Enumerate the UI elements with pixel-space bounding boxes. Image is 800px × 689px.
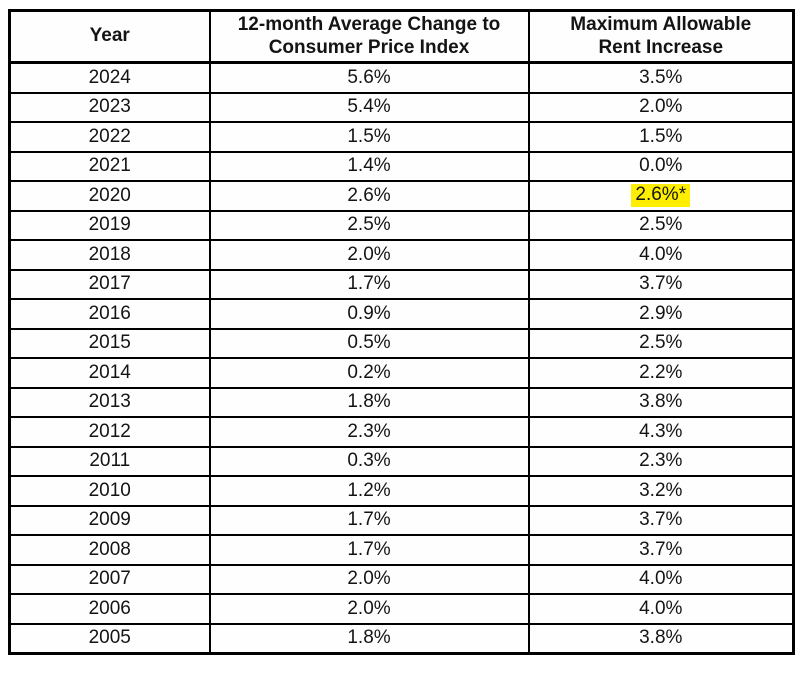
- max-rent-cell: 3.7%: [527, 534, 795, 566]
- year-cell: 2010: [8, 475, 211, 507]
- year-cell: 2005: [8, 622, 211, 655]
- cpi-cell: 1.7%: [208, 534, 530, 566]
- table-row: 2010 1.2% 3.2%: [8, 475, 795, 507]
- table-row: 2023 5.4% 2.0%: [8, 91, 795, 123]
- cpi-cell: 1.7%: [208, 504, 530, 536]
- max-rent-cell: 2.3%: [527, 445, 795, 477]
- table-row: 2013 1.8% 3.8%: [8, 386, 795, 418]
- max-rent-cell: 4.0%: [527, 593, 795, 625]
- max-rent-cell: 2.5%: [527, 209, 795, 241]
- table-row: 2024 5.6% 3.5%: [8, 61, 795, 94]
- cpi-cell: 0.9%: [208, 298, 530, 330]
- cpi-cell: 5.6%: [208, 61, 530, 94]
- column-header-cpi-change: 12-month Average Change to Consumer Pric…: [208, 9, 530, 64]
- table-row: 2005 1.8% 3.8%: [8, 622, 795, 655]
- max-rent-cell: 2.0%: [527, 91, 795, 123]
- table-header: Year 12-month Average Change to Consumer…: [8, 9, 795, 64]
- rent-increase-table-container: Year 12-month Average Change to Consumer…: [8, 9, 795, 655]
- cpi-cell: 5.4%: [208, 91, 530, 123]
- cpi-cell: 2.3%: [208, 416, 530, 448]
- column-header-max-rent-increase: Maximum Allowable Rent Increase: [527, 9, 795, 64]
- year-cell: 2022: [8, 121, 211, 153]
- year-cell: 2014: [8, 357, 211, 389]
- cpi-cell: 2.6%: [208, 180, 530, 212]
- max-rent-cell: 0.0%: [527, 150, 795, 182]
- year-cell: 2019: [8, 209, 211, 241]
- cpi-cell: 1.8%: [208, 386, 530, 418]
- cpi-cell: 0.3%: [208, 445, 530, 477]
- max-rent-cell: 2.5%: [527, 327, 795, 359]
- table-row: 2007 2.0% 4.0%: [8, 563, 795, 595]
- max-rent-cell: 4.3%: [527, 416, 795, 448]
- table-row: 2011 0.3% 2.3%: [8, 445, 795, 477]
- max-rent-cell: 2.2%: [527, 357, 795, 389]
- year-cell: 2006: [8, 593, 211, 625]
- year-cell: 2024: [8, 61, 211, 94]
- max-rent-cell: 3.2%: [527, 475, 795, 507]
- table-row: 2006 2.0% 4.0%: [8, 593, 795, 625]
- year-cell: 2021: [8, 150, 211, 182]
- max-rent-cell: 3.7%: [527, 504, 795, 536]
- year-cell: 2016: [8, 298, 211, 330]
- table-row: 2008 1.7% 3.7%: [8, 534, 795, 566]
- year-cell: 2009: [8, 504, 211, 536]
- table-row: 2009 1.7% 3.7%: [8, 504, 795, 536]
- max-rent-cell: 2.6%*: [527, 180, 795, 212]
- highlighted-value: 2.6%*: [631, 184, 691, 208]
- year-cell: 2018: [8, 239, 211, 271]
- year-cell: 2007: [8, 563, 211, 595]
- table-row: 2012 2.3% 4.3%: [8, 416, 795, 448]
- cpi-cell: 0.5%: [208, 327, 530, 359]
- cpi-cell: 1.2%: [208, 475, 530, 507]
- max-rent-cell: 2.9%: [527, 298, 795, 330]
- cpi-cell: 1.8%: [208, 622, 530, 655]
- table-row: 2018 2.0% 4.0%: [8, 239, 795, 271]
- year-cell: 2015: [8, 327, 211, 359]
- year-cell: 2008: [8, 534, 211, 566]
- table-row: 2019 2.5% 2.5%: [8, 209, 795, 241]
- table-row: 2020 2.6% 2.6%*: [8, 180, 795, 212]
- table-body: 2024 5.6% 3.5% 2023 5.4% 2.0% 2022 1.5% 1.5% 2021…: [8, 61, 795, 655]
- max-rent-cell: 4.0%: [527, 563, 795, 595]
- table-row: 2014 0.2% 2.2%: [8, 357, 795, 389]
- max-rent-cell: 3.7%: [527, 268, 795, 300]
- cpi-cell: 2.5%: [208, 209, 530, 241]
- cpi-cell: 2.0%: [208, 239, 530, 271]
- year-cell: 2011: [8, 445, 211, 477]
- cpi-cell: 1.7%: [208, 268, 530, 300]
- max-rent-cell: 1.5%: [527, 121, 795, 153]
- header-row: Year 12-month Average Change to Consumer…: [8, 9, 795, 64]
- table-row: 2016 0.9% 2.9%: [8, 298, 795, 330]
- max-rent-cell: 4.0%: [527, 239, 795, 271]
- year-cell: 2013: [8, 386, 211, 418]
- year-cell: 2012: [8, 416, 211, 448]
- max-rent-cell: 3.5%: [527, 61, 795, 94]
- table-row: 2017 1.7% 3.7%: [8, 268, 795, 300]
- table-row: 2021 1.4% 0.0%: [8, 150, 795, 182]
- rent-increase-table: Year 12-month Average Change to Consumer…: [8, 9, 795, 655]
- max-rent-cell: 3.8%: [527, 386, 795, 418]
- year-cell: 2017: [8, 268, 211, 300]
- cpi-cell: 2.0%: [208, 593, 530, 625]
- cpi-cell: 1.4%: [208, 150, 530, 182]
- column-header-year: Year: [8, 9, 211, 64]
- table-row: 2015 0.5% 2.5%: [8, 327, 795, 359]
- cpi-cell: 0.2%: [208, 357, 530, 389]
- cpi-cell: 1.5%: [208, 121, 530, 153]
- max-rent-cell: 3.8%: [527, 622, 795, 655]
- year-cell: 2020: [8, 180, 211, 212]
- table-row: 2022 1.5% 1.5%: [8, 121, 795, 153]
- year-cell: 2023: [8, 91, 211, 123]
- cpi-cell: 2.0%: [208, 563, 530, 595]
